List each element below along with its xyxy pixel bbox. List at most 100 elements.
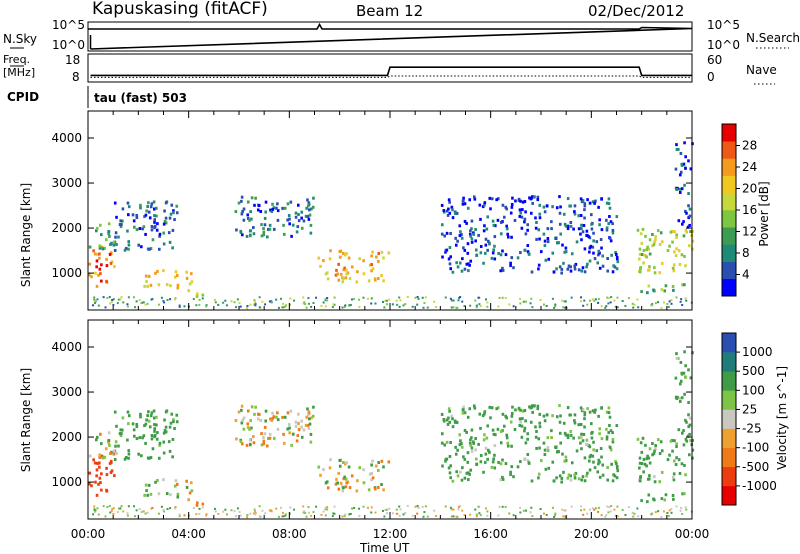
velocity-echo-cell — [283, 415, 287, 419]
velocity-echo-cell — [671, 475, 675, 479]
power-echo-cell — [633, 303, 636, 306]
power-echo-cell — [546, 227, 550, 231]
velocity-echo-cell — [601, 473, 605, 477]
power-echo-cell — [675, 247, 678, 251]
velocity-echo-cell — [501, 475, 504, 479]
velocity-echo-cell — [201, 502, 205, 506]
power-echo-cell — [144, 274, 148, 278]
velocity-echo-cell — [683, 392, 686, 396]
power-echo-cell — [605, 226, 609, 230]
velocity-echo-cell — [597, 506, 600, 509]
beam-title: Beam 12 — [356, 2, 423, 20]
velocity-echo-cell — [455, 470, 458, 474]
velocity-echo-cell — [485, 507, 488, 510]
power-echo-cell — [501, 268, 505, 272]
power-echo-cell — [451, 270, 455, 274]
power-echo-cell — [680, 298, 683, 301]
power-echo-cell — [384, 299, 387, 302]
velocity-echo-cell — [646, 500, 649, 504]
velocity-echo-cell — [491, 460, 495, 464]
power-echo-cell — [98, 256, 101, 260]
time-tick-label: 04:00 — [171, 527, 206, 541]
velocity-echo-cell — [461, 408, 465, 412]
velocity-echo-cell — [470, 446, 474, 450]
power-echo-cell — [90, 275, 93, 279]
velocity-echo-cell — [607, 431, 611, 435]
velocity-echo-cell — [680, 507, 683, 510]
power-echo-cell — [192, 298, 195, 301]
power-echo-cell — [164, 201, 168, 205]
velocity-echo-cell — [466, 415, 470, 419]
velocity-echo-cell — [570, 461, 574, 465]
velocity-echo-cell — [261, 509, 264, 512]
power-echo-cell — [566, 267, 570, 271]
velocity-echo-cell — [514, 408, 517, 412]
power-echo-cell — [461, 300, 464, 303]
velocity-echo-cell — [684, 375, 687, 379]
velocity-echo-cell — [146, 493, 150, 497]
velocity-echo-cell — [205, 514, 208, 517]
power-echo-cell — [100, 263, 103, 267]
velocity-echo-cell — [240, 404, 244, 408]
power-echo-cell — [150, 224, 154, 228]
velocity-echo-cell — [300, 435, 304, 439]
velocity-echo-cell — [463, 457, 467, 461]
power-echo-cell — [468, 198, 472, 202]
velocity-echo-cell — [307, 410, 311, 414]
velocity-range-tick-label: 2000 — [51, 430, 82, 444]
power-echo-cell — [249, 303, 252, 306]
velocity-echo-cell — [127, 456, 130, 460]
power-echo-cell — [339, 272, 343, 276]
velocity-echo-cell — [488, 450, 491, 454]
velocity-echo-cell — [615, 461, 618, 465]
velocity-echo-cell — [311, 414, 315, 418]
power-echo-cell — [333, 303, 336, 306]
velocity-echo-cell — [276, 418, 280, 422]
velocity-echo-cell — [469, 443, 472, 447]
velocity-echo-cell — [519, 460, 522, 464]
velocity-echo-cell — [689, 376, 693, 380]
velocity-echo-cell — [424, 505, 427, 508]
power-echo-cell — [493, 244, 496, 248]
power-echo-cell — [468, 232, 472, 236]
power-echo-cell — [534, 216, 537, 220]
power-echo-cell — [108, 295, 111, 298]
power-echo-cell — [586, 198, 589, 202]
power-colorbar-tick-label: 24 — [742, 160, 757, 174]
velocity-echo-cell — [457, 508, 460, 511]
power-echo-cell — [88, 262, 92, 266]
power-echo-cell — [447, 257, 451, 261]
power-echo-cell — [248, 218, 251, 222]
velocity-echo-cell — [536, 407, 540, 411]
velocity-echo-cell — [248, 438, 252, 442]
power-echo-cell — [123, 248, 127, 252]
power-echo-cell — [653, 240, 656, 244]
velocity-echo-cell — [554, 514, 557, 517]
velocity-echo-cell — [681, 431, 684, 435]
power-echo-cell — [458, 234, 462, 238]
power-echo-cell — [509, 261, 512, 265]
velocity-echo-cell — [338, 464, 342, 468]
power-echo-cell — [380, 250, 384, 254]
power-echo-cell — [114, 235, 117, 239]
velocity-echo-cell — [171, 437, 175, 441]
velocity-echo-cell — [114, 444, 117, 448]
power-echo-cell — [135, 216, 139, 220]
velocity-echo-cell — [572, 436, 575, 440]
velocity-echo-cell — [448, 455, 452, 459]
velocity-echo-cell — [344, 513, 347, 516]
power-echo-cell — [636, 298, 639, 301]
velocity-echo-cell — [176, 495, 180, 499]
power-echo-cell — [338, 249, 342, 253]
velocity-echo-cell — [447, 407, 451, 411]
power-echo-cell — [150, 202, 154, 206]
velocity-echo-cell — [562, 470, 565, 474]
power-echo-cell — [153, 218, 157, 222]
velocity-range-tick-label: 1000 — [51, 475, 82, 489]
power-echo-cell — [149, 205, 153, 209]
velocity-echo-cell — [675, 505, 678, 508]
power-echo-cell — [510, 235, 513, 239]
power-echo-cell — [460, 269, 464, 273]
power-echo-cell — [563, 250, 567, 254]
velocity-echo-cell — [260, 443, 264, 447]
